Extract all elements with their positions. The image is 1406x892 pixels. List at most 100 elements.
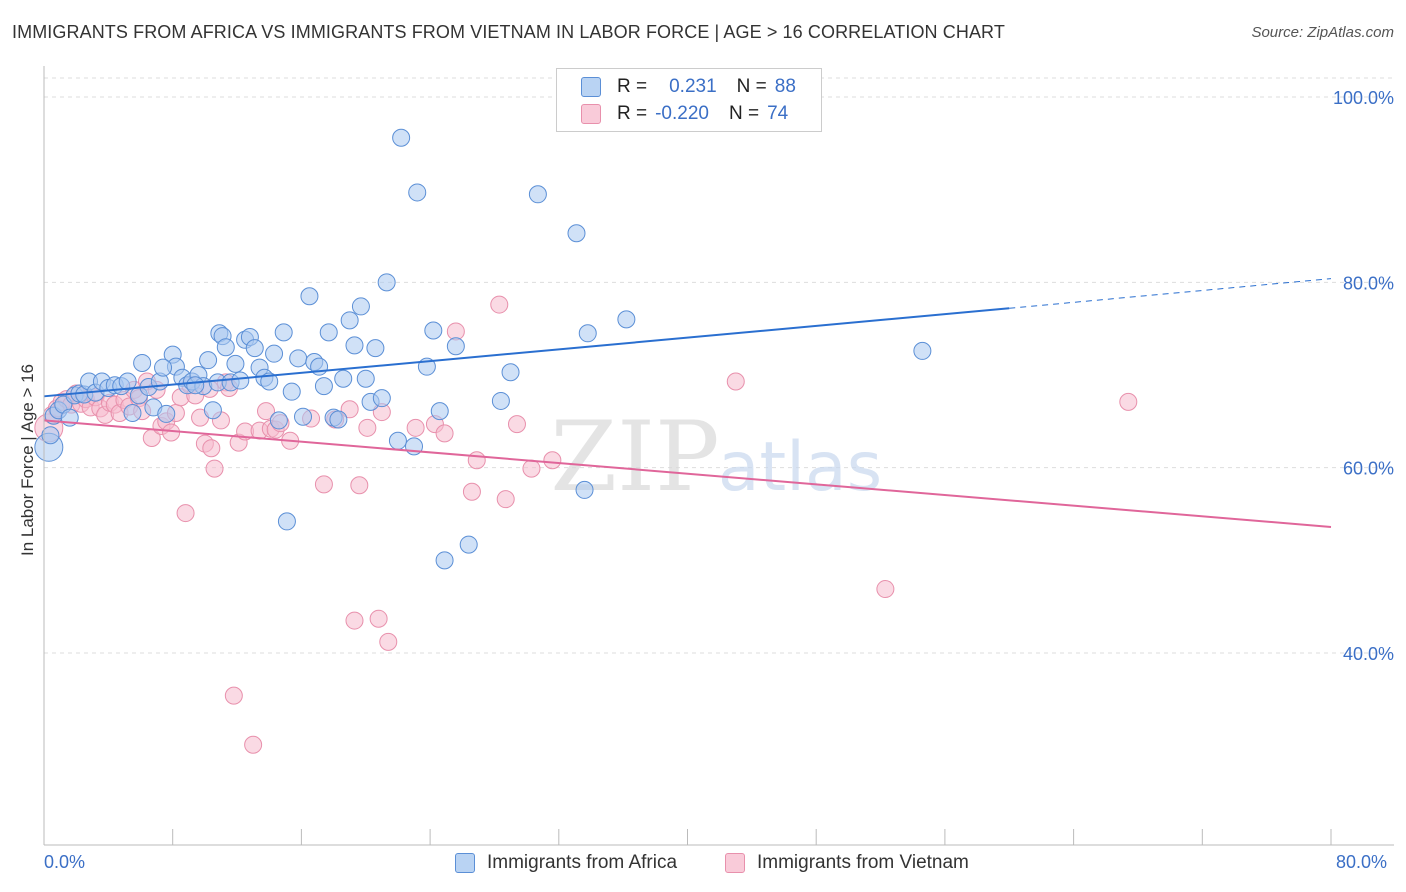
vietnam-point [314,475,333,494]
vietnam-point [369,609,388,628]
vietnam-point [490,295,509,314]
africa-r-label: R = [617,76,648,97]
africa-point [491,391,510,410]
vietnam-point [176,504,195,523]
vietnam-point [358,418,377,437]
vietnam-point [543,451,562,470]
chart-title: IMMIGRANTS FROM AFRICA VS IMMIGRANTS FRO… [12,22,1005,42]
africa-point [459,535,478,554]
africa-point [133,353,152,372]
africa-point [199,351,218,370]
africa-point [372,389,391,408]
watermark-zip: ZIP [550,401,719,513]
legend-row-vietnam: R = -0.220 N = 74 [581,102,788,126]
africa-n-value: 88 [774,76,796,97]
africa-trend-line [43,307,1010,398]
vietnam-point [726,372,745,391]
vietnam-point [522,459,541,478]
y-tick-label: 60.0% [1343,459,1394,479]
africa-point [446,337,465,356]
legend-item-africa: Immigrants from Africa [455,852,677,874]
africa-point [319,323,338,342]
africa-point [269,411,288,430]
y-tick-label: 40.0% [1343,644,1394,664]
vietnam-points [34,295,1138,754]
y-axis-label: In Labor Force | Age > 16 [18,363,37,557]
africa-point [356,369,375,388]
africa-point [226,354,245,373]
africa-point [294,407,313,426]
x-tick-max: 80.0% [1336,852,1388,872]
africa-point [617,310,636,329]
correlation-legend: R = 0.231 N = 88 R = -0.220 N = 74 [556,68,822,132]
africa-point [231,371,250,390]
grid-layer: 40.0% 60.0% 80.0% 100.0% [44,77,1394,664]
africa-point [260,372,279,391]
africa-point [314,377,333,396]
vietnam-point [507,415,526,434]
africa-point [157,404,176,423]
x-tick-min: 0.0% [44,852,86,872]
vietnam-legend-swatch [725,853,745,873]
africa-point [501,363,520,382]
africa-point [300,287,319,306]
africa-point [366,339,385,358]
africa-point [203,401,222,420]
vietnam-point [340,400,359,419]
vietnam-point [257,402,276,421]
africa-point [913,341,932,360]
vietnam-point [205,459,224,478]
africa-point [334,369,353,388]
vietnam-point [345,611,364,630]
africa-point [435,551,454,570]
africa-point [578,324,597,343]
legend-item-vietnam: Immigrants from Vietnam [725,852,969,874]
vietnam-point [876,580,895,599]
africa-point [274,323,293,342]
africa-point [277,512,296,531]
watermark: ZIP atlas [550,401,882,513]
source-label: Source: ZipAtlas.com [1251,24,1394,41]
vietnam-point [162,423,181,442]
africa-point [41,426,60,445]
vietnam-point [1119,392,1138,411]
africa-point [345,336,364,355]
africa-point [245,339,264,358]
vietnam-swatch [581,104,601,124]
africa-n-label: N = [736,76,767,97]
vietnam-point [467,451,486,470]
africa-point [388,431,407,450]
africa-point [377,273,396,292]
africa-point [351,297,370,316]
vietnam-point [435,424,454,443]
africa-r-value: 0.231 [669,76,717,97]
africa-point [289,349,308,368]
vietnam-legend-label: Immigrants from Vietnam [757,852,969,873]
vietnam-n-value: 74 [767,103,789,124]
africa-point [567,224,586,243]
africa-point [528,185,547,204]
vietnam-point [202,439,221,458]
africa-point [265,344,284,363]
africa-point [282,382,301,401]
africa-point [340,311,359,330]
africa-point [392,128,411,147]
y-tick-label: 80.0% [1343,273,1394,293]
watermark-atlas: atlas [718,428,882,507]
africa-point [329,410,348,429]
africa-point [424,321,443,340]
vietnam-n-label: N = [728,103,760,124]
africa-point [408,183,427,202]
africa-swatch [581,77,601,97]
vietnam-point [244,735,263,754]
africa-legend-label: Immigrants from Africa [487,852,678,873]
vietnam-r-label: R = [617,103,648,124]
vietnam-point [350,476,369,495]
africa-point [216,338,235,357]
africa-point [118,372,137,391]
africa-point [575,480,594,499]
legend-row-africa: R = 0.231 N = 88 [581,75,796,99]
axis-layer [43,66,1394,846]
africa-point [186,376,205,395]
vietnam-point [462,482,481,501]
